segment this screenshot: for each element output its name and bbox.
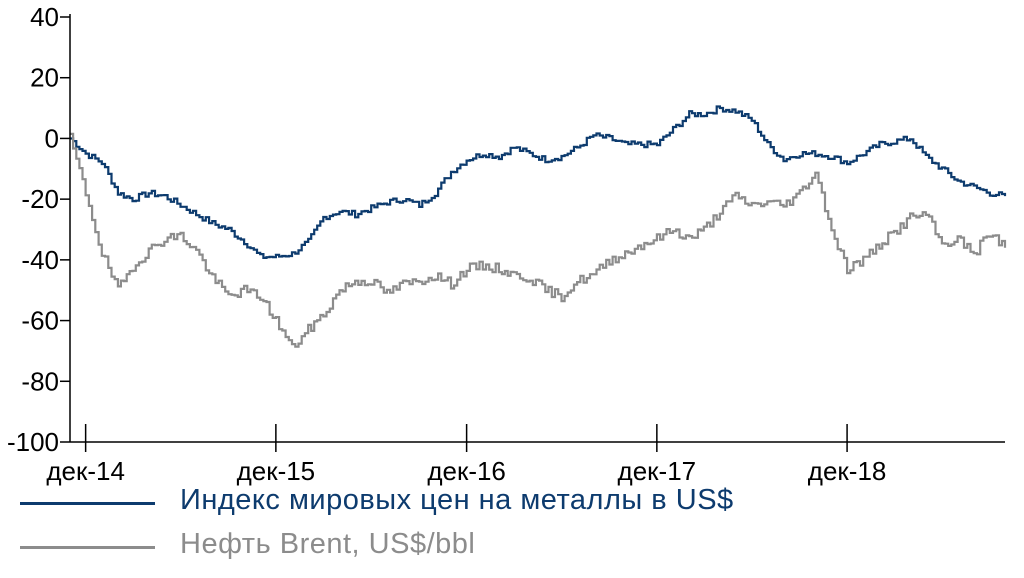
legend-swatch-brent (20, 546, 155, 549)
legend-label-metals: Индекс мировых цен на металлы в US$ (180, 484, 734, 516)
series-line-brent (70, 132, 1007, 348)
legend-swatch-metals (20, 502, 155, 505)
y-tick-label: 20 (30, 63, 59, 93)
legend-label-brent: Нефть Brent, US$/bbl (180, 528, 476, 560)
y-tick-label: -100 (7, 427, 59, 457)
x-tick-label: дек-14 (46, 456, 125, 486)
y-tick-label: -20 (21, 184, 59, 214)
x-tick-label: дек-16 (427, 456, 506, 486)
series-line-metals (70, 105, 1007, 259)
x-tick-label: дек-18 (808, 456, 887, 486)
x-tick-label: дек-15 (237, 456, 316, 486)
y-tick-label: -40 (21, 245, 59, 275)
y-tick-label: -80 (21, 366, 59, 396)
y-tick-label: 40 (30, 2, 59, 32)
y-tick-label: 0 (45, 123, 59, 153)
series-lines (70, 105, 1007, 348)
y-tick-label: -60 (21, 306, 59, 336)
x-tick-label: дек-17 (618, 456, 697, 486)
